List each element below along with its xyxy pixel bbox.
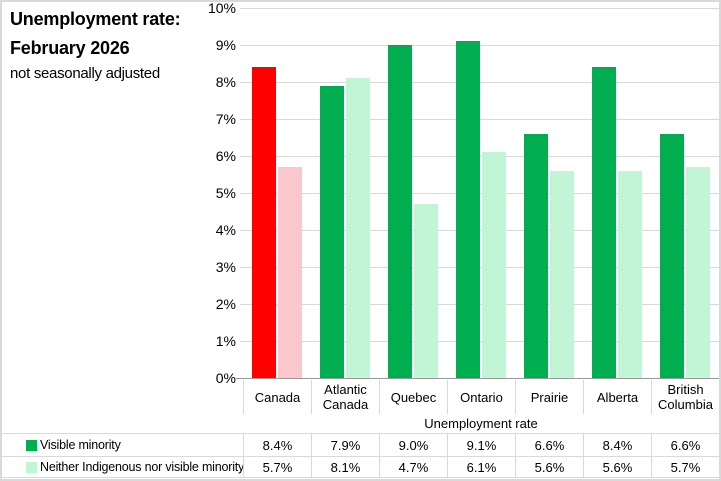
x-axis-line — [236, 378, 719, 379]
bar-neither-indigenous-nor-visible-minority-ontario — [482, 152, 506, 378]
bar-group-alberta — [583, 8, 651, 378]
value-cell-visible-minority-alberta: 8.4% — [583, 434, 651, 456]
bar-visible-minority-quebec — [388, 45, 412, 378]
bar-neither-indigenous-nor-visible-minority-british-columbia — [686, 167, 710, 378]
bar-neither-indigenous-nor-visible-minority-atlantic-canada — [346, 78, 370, 378]
chart-subtitle: not seasonally adjusted — [10, 65, 160, 82]
y-axis-tick-label-2: 2% — [215, 295, 236, 312]
y-axis-tick-label-9: 9% — [215, 36, 236, 53]
table-header-unemployment-rate: Unemployment rate — [424, 416, 538, 431]
plot-area — [240, 8, 719, 378]
table-row-visible-minority: Visible minority 8.4% 7.9% 9.0% 9.1% 6.6% 8.4%… — [2, 433, 719, 456]
bar-group-canada — [243, 8, 311, 378]
value-cell-neither-indigenous-nor-visible-minority-ontario: 6.1% — [447, 457, 515, 477]
y-axis-tick-label-8: 8% — [215, 73, 236, 90]
bar-visible-minority-prairie — [524, 133, 548, 378]
bar-visible-minority-alberta — [592, 67, 616, 378]
bar-visible-minority-british-columbia — [660, 133, 684, 378]
bar-group-quebec — [379, 8, 447, 378]
bar-group-british-columbia — [651, 8, 719, 378]
y-axis-tick-label-1: 1% — [215, 332, 236, 349]
value-cell-neither-indigenous-nor-visible-minority-atlantic-canada: 8.1% — [311, 457, 379, 477]
bar-group-atlantic-canada — [311, 8, 379, 378]
value-cell-visible-minority-british-columbia: 6.6% — [651, 434, 719, 456]
bar-group-prairie — [515, 8, 583, 378]
value-cell-visible-minority-canada: 8.4% — [243, 434, 311, 456]
y-axis-tick-label-7: 7% — [215, 110, 236, 127]
bar-neither-indigenous-nor-visible-minority-quebec — [414, 204, 438, 378]
y-axis-tick-label-6: 6% — [215, 147, 236, 164]
category-label-atlantic-canada: Atlantic Canada — [311, 380, 379, 414]
y-axis-tick-label-4: 4% — [215, 221, 236, 238]
category-label-alberta: Alberta — [583, 380, 651, 414]
value-cell-visible-minority-atlantic-canada: 7.9% — [311, 434, 379, 456]
value-cell-visible-minority-ontario: 9.1% — [447, 434, 515, 456]
bar-visible-minority-atlantic-canada — [320, 85, 344, 378]
y-axis-tick-label-3: 3% — [215, 258, 236, 275]
category-label-row: Canada Atlantic Canada Quebec Ontario Prairi… — [0, 380, 721, 414]
category-label-ontario: Ontario — [447, 380, 515, 414]
value-cell-neither-indigenous-nor-visible-minority-canada: 5.7% — [243, 457, 311, 477]
bar-neither-indigenous-nor-visible-minority-canada — [278, 167, 302, 378]
category-label-quebec: Quebec — [379, 380, 447, 414]
y-axis-tick-label-0: 0% — [215, 369, 236, 386]
value-cell-neither-indigenous-nor-visible-minority-alberta: 5.6% — [583, 457, 651, 477]
legend-label-visible-minority: Visible minority — [40, 438, 121, 452]
value-cell-neither-indigenous-nor-visible-minority-quebec: 4.7% — [379, 457, 447, 477]
y-axis-tick-label-10: 10% — [207, 0, 236, 16]
value-cell-neither-indigenous-nor-visible-minority-prairie: 5.6% — [515, 457, 583, 477]
category-label-canada: Canada — [243, 380, 311, 414]
value-cell-visible-minority-quebec: 9.0% — [379, 434, 447, 456]
category-label-prairie: Prairie — [515, 380, 583, 414]
legend-label-neither-indigenous-nor-visible-minority: Neither Indigenous nor visible minority — [40, 460, 245, 474]
value-cell-visible-minority-prairie: 6.6% — [515, 434, 583, 456]
chart-title-block: Unemployment rate: February 2026 not sea… — [10, 5, 181, 84]
bar-group-ontario — [447, 8, 515, 378]
legend-item-visible-minority: Visible minority — [2, 434, 243, 456]
chart-title-line2: February 2026 — [10, 38, 130, 58]
legend-swatch-neither-indigenous-nor-visible-minority — [26, 461, 37, 473]
bar-neither-indigenous-nor-visible-minority-prairie — [550, 170, 574, 378]
gridline-10 — [240, 8, 719, 9]
bar-neither-indigenous-nor-visible-minority-alberta — [618, 170, 642, 378]
legend-swatch-visible-minority — [26, 439, 37, 451]
chart-title-line1: Unemployment rate: — [10, 9, 181, 29]
table-row-neither-indigenous-nor-visible-minority: Neither Indigenous nor visible minority 5… — [2, 456, 719, 478]
bar-visible-minority-canada — [252, 67, 276, 378]
legend-item-neither-indigenous-nor-visible-minority: Neither Indigenous nor visible minority — [2, 457, 245, 477]
category-label-british-columbia: British Columbia — [651, 380, 719, 414]
y-axis-tick-label-5: 5% — [215, 184, 236, 201]
bar-visible-minority-ontario — [456, 41, 480, 378]
value-cell-neither-indigenous-nor-visible-minority-british-columbia: 5.7% — [651, 457, 719, 477]
